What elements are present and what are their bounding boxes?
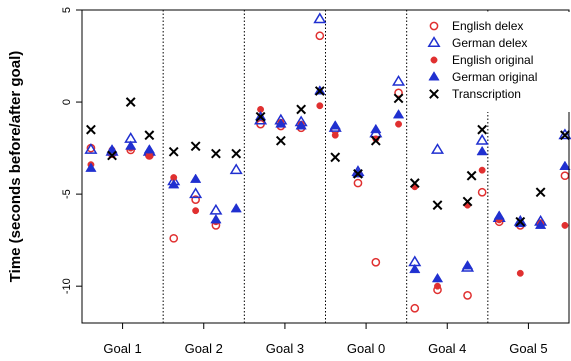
data-point	[393, 93, 404, 104]
data-point	[125, 140, 137, 150]
data-point	[353, 168, 363, 179]
data-point	[331, 131, 339, 139]
data-point	[106, 144, 118, 154]
data-point	[295, 120, 307, 130]
data-point	[125, 97, 136, 107]
y-tick-label: 0	[61, 99, 73, 105]
data-point	[434, 282, 441, 290]
data-point	[191, 195, 200, 204]
data-point	[477, 124, 488, 135]
data-point	[189, 187, 203, 199]
data-point	[190, 141, 201, 152]
x-tick-label: Goal 2	[185, 341, 223, 356]
data-point	[409, 263, 421, 274]
y-tick-label: -10	[61, 278, 73, 294]
data-point	[107, 150, 117, 161]
data-point	[394, 88, 403, 98]
data-point	[477, 187, 487, 197]
data-point	[143, 144, 156, 154]
data-point	[169, 233, 179, 243]
data-point	[209, 203, 223, 215]
data-point	[370, 135, 381, 146]
data-point	[315, 31, 325, 41]
data-point	[392, 74, 406, 86]
data-point	[478, 166, 486, 174]
data-point	[316, 102, 324, 110]
data-point	[461, 260, 474, 270]
data-point	[211, 148, 221, 159]
data-point	[466, 170, 477, 181]
data-point	[561, 221, 569, 229]
data-point	[559, 160, 571, 170]
legend-label: German original	[452, 70, 537, 84]
x-tick-label: Goal 0	[347, 341, 385, 356]
data-point	[168, 179, 180, 189]
legend-label: English original	[452, 53, 533, 67]
legend-label: Transcription	[452, 87, 521, 101]
legend-marker	[428, 71, 440, 81]
data-point	[330, 152, 341, 163]
data-point	[144, 130, 155, 141]
x-tick-label: Goal 4	[428, 341, 466, 356]
x-tick-label: Goal 3	[266, 341, 304, 356]
data-point	[189, 173, 202, 183]
data-point	[275, 135, 286, 146]
plot-frame	[81, 9, 570, 324]
data-point	[535, 187, 546, 198]
data-point	[431, 272, 444, 283]
data-point	[560, 130, 570, 141]
data-points	[84, 12, 571, 313]
legend-label: German delex	[452, 36, 527, 50]
data-point	[353, 178, 363, 188]
y-axis-title: Time (seconds before/after goal)	[7, 51, 24, 282]
legend-marker	[429, 21, 439, 31]
data-point	[86, 124, 96, 135]
data-point	[395, 120, 402, 128]
data-point	[476, 145, 488, 156]
x-axis: Goal 1 Goal 2 Goal 3 Goal 0 Goal 4 Goal 5	[103, 323, 548, 356]
y-tick-label: -5	[61, 189, 73, 199]
data-point	[275, 118, 287, 128]
legend-label: English delex	[452, 19, 523, 33]
x-tick-label: Goal 1	[103, 341, 141, 356]
legend: English delex German delex English origina…	[408, 12, 570, 112]
data-point	[229, 163, 243, 175]
data-point	[430, 143, 445, 154]
data-point	[296, 104, 307, 115]
legend-marker	[427, 36, 441, 47]
data-point	[516, 269, 524, 277]
data-point	[314, 86, 325, 96]
data-point	[463, 291, 472, 300]
y-axis: 5 0 -5 -10	[61, 7, 82, 294]
data-point	[84, 143, 98, 154]
data-point	[255, 111, 266, 122]
data-point	[192, 207, 200, 215]
data-point	[210, 214, 222, 224]
legend-marker	[430, 56, 438, 64]
data-point	[410, 303, 420, 313]
data-point	[462, 196, 473, 207]
data-point	[231, 148, 242, 159]
data-point	[85, 162, 97, 172]
x-tick-label: Goal 5	[509, 341, 547, 356]
data-point	[392, 109, 405, 119]
data-point	[515, 216, 526, 227]
y-tick-label: 5	[61, 7, 73, 13]
data-point	[230, 202, 242, 213]
data-point	[370, 123, 382, 134]
data-point	[534, 219, 547, 229]
data-point	[432, 200, 443, 211]
data-point	[475, 133, 489, 145]
data-point	[558, 128, 571, 140]
legend-marker	[429, 89, 439, 99]
data-point	[409, 178, 420, 188]
data-point	[493, 210, 505, 220]
data-point	[329, 120, 341, 130]
data-point	[371, 257, 381, 267]
series-transcription	[86, 86, 570, 227]
data-point	[313, 12, 327, 24]
data-point	[168, 146, 179, 157]
